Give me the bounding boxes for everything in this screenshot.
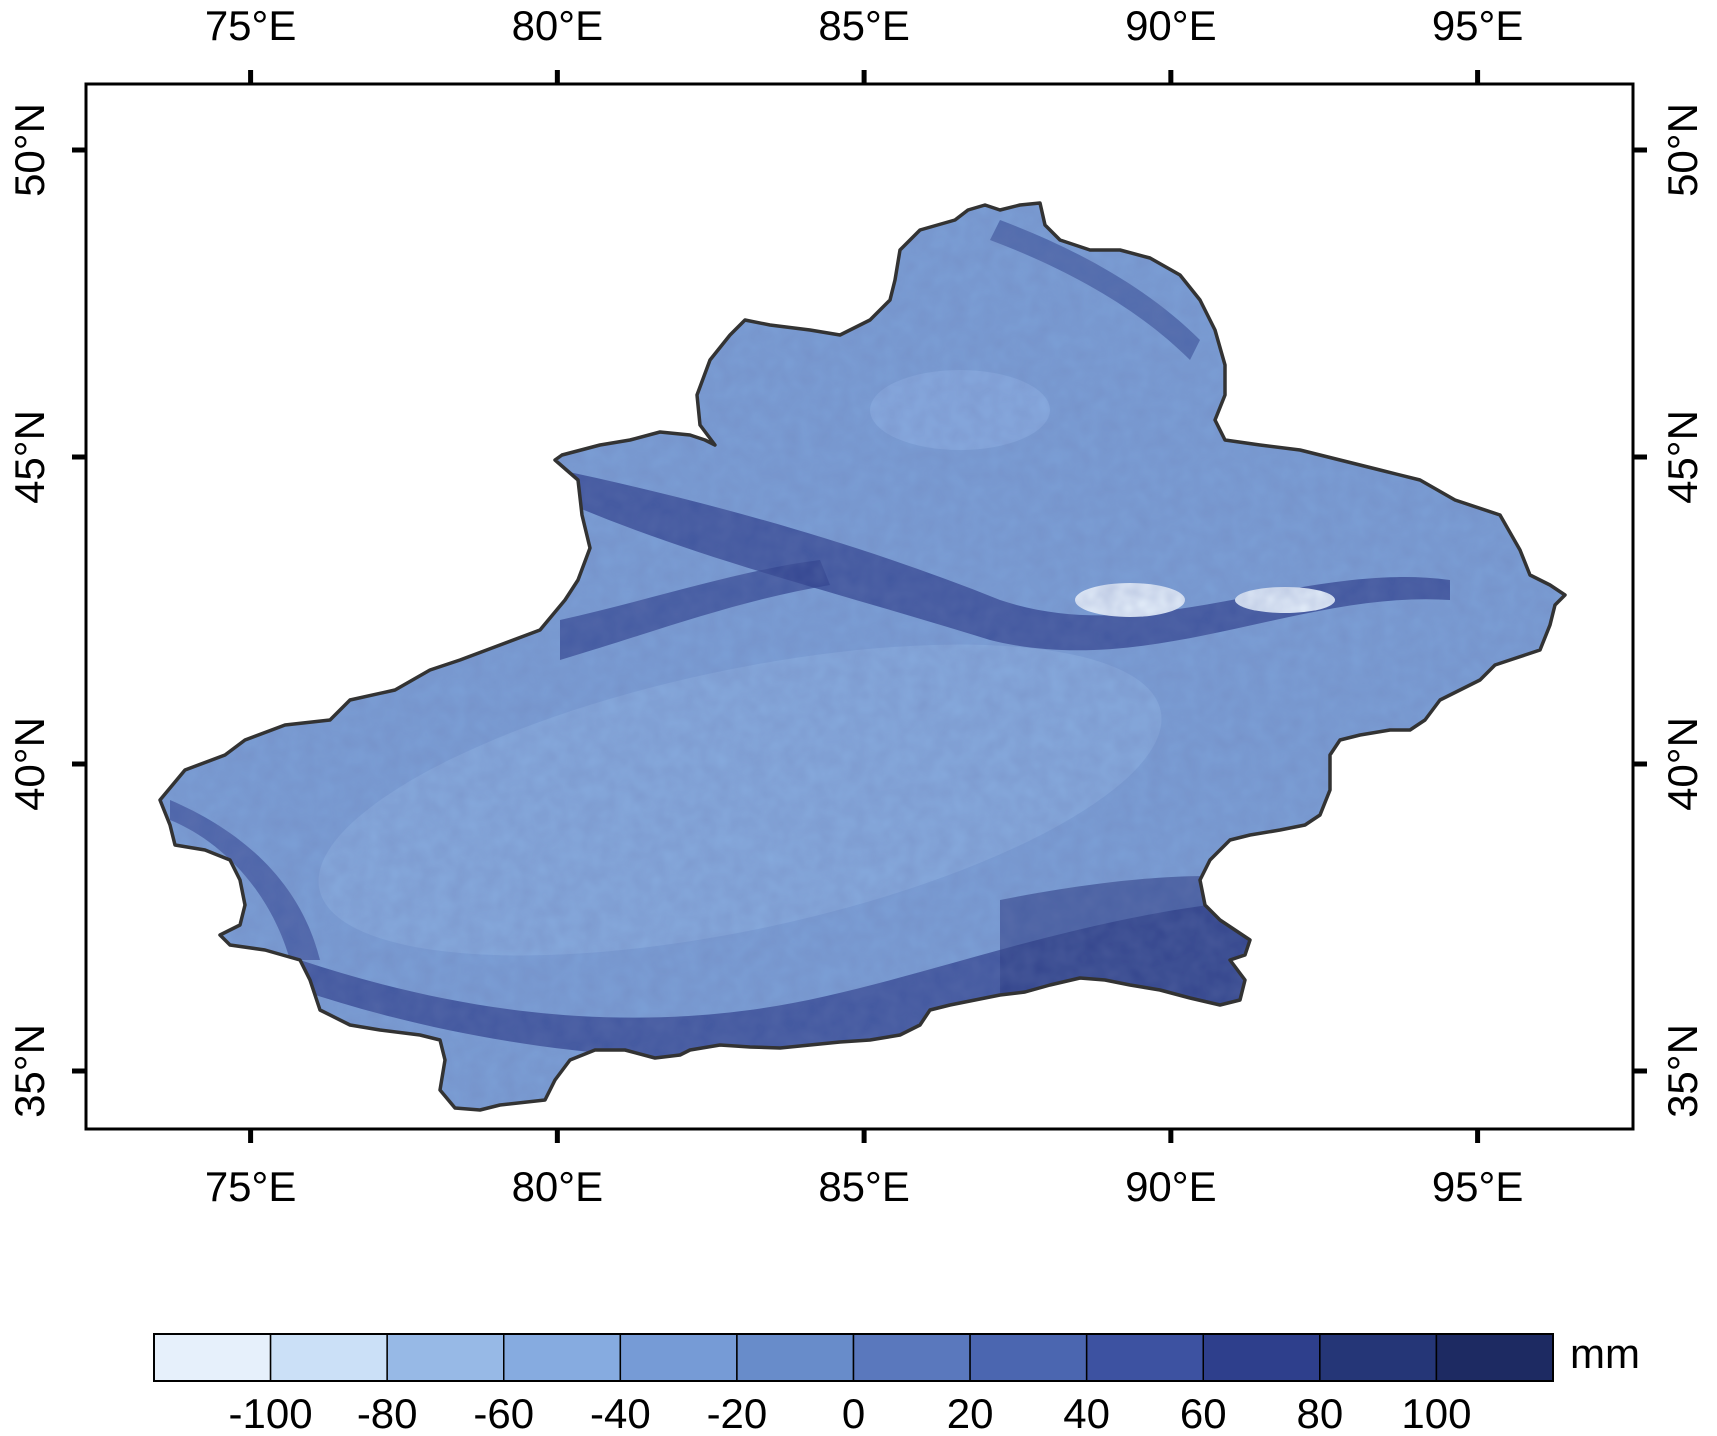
- legend-swatch: [736, 1333, 855, 1382]
- region-outline: [158, 201, 1567, 1112]
- lat-ticks-left: 35°N 40°N 45°N 50°N: [6, 103, 86, 1118]
- legend-swatch: [386, 1333, 505, 1382]
- lat-ticks-right: 35°N 40°N 45°N 50°N: [1633, 103, 1706, 1118]
- lon-ticks-top: 75°E 80°E 85°E 90°E 95°E: [205, 2, 1524, 84]
- region-shading: [160, 203, 1565, 1110]
- lon-label-bottom: 85°E: [818, 1163, 910, 1210]
- legend-swatch: [503, 1333, 622, 1382]
- color-legend: -100 -80 -60 -40 -20 0 20 40 60 80 100 mm: [153, 1330, 1640, 1436]
- lat-label-left: 35°N: [6, 1024, 53, 1118]
- legend-tick-label: -80: [357, 1390, 418, 1436]
- lat-label-right: 45°N: [1659, 410, 1706, 504]
- lat-label-right: 50°N: [1659, 103, 1706, 197]
- lat-label-left: 40°N: [6, 717, 53, 811]
- legend-tick-label: -40: [590, 1390, 651, 1436]
- lat-label-right: 40°N: [1659, 717, 1706, 811]
- legend-swatch: [969, 1333, 1088, 1382]
- legend-swatch: [1085, 1333, 1204, 1382]
- legend-swatch: [1319, 1333, 1438, 1382]
- lon-label-bottom: 80°E: [512, 1163, 604, 1210]
- lon-label-top: 95°E: [1432, 2, 1524, 49]
- lon-label-top: 75°E: [205, 2, 297, 49]
- lon-label-top: 90°E: [1125, 2, 1217, 49]
- legend-swatch: [852, 1333, 971, 1382]
- map-frame: [84, 82, 1635, 1131]
- lat-label-left: 45°N: [6, 410, 53, 504]
- legend-swatch: [619, 1333, 738, 1382]
- legend-swatch: [153, 1333, 272, 1382]
- legend-tick-label: -20: [707, 1390, 768, 1436]
- texture-overlay: [160, 203, 1565, 1110]
- legend-unit-label: mm: [1570, 1330, 1640, 1377]
- lat-label-left: 50°N: [6, 103, 53, 197]
- legend-tick-label: 40: [1063, 1390, 1110, 1436]
- legend-tick-label: 80: [1296, 1390, 1343, 1436]
- legend-tick-label: 0: [842, 1390, 865, 1436]
- legend-swatch: [1202, 1333, 1321, 1382]
- lon-label-top: 85°E: [818, 2, 910, 49]
- legend-swatch: [1435, 1333, 1554, 1382]
- legend-tick-label: 20: [947, 1390, 994, 1436]
- legend-border: [153, 1333, 1554, 1382]
- legend-tick-label: -100: [229, 1390, 313, 1436]
- lon-label-bottom: 95°E: [1432, 1163, 1524, 1210]
- lon-label-bottom: 75°E: [205, 1163, 297, 1210]
- lon-label-bottom: 90°E: [1125, 1163, 1217, 1210]
- lon-ticks-bottom: 75°E 80°E 85°E 90°E 95°E: [205, 1129, 1524, 1210]
- legend-tick-label: 60: [1180, 1390, 1227, 1436]
- lon-label-top: 80°E: [512, 2, 604, 49]
- lat-label-right: 35°N: [1659, 1024, 1706, 1118]
- legend-tick-label: -60: [473, 1390, 534, 1436]
- legend-swatch: [269, 1333, 388, 1382]
- legend-tick-label: 100: [1401, 1390, 1471, 1436]
